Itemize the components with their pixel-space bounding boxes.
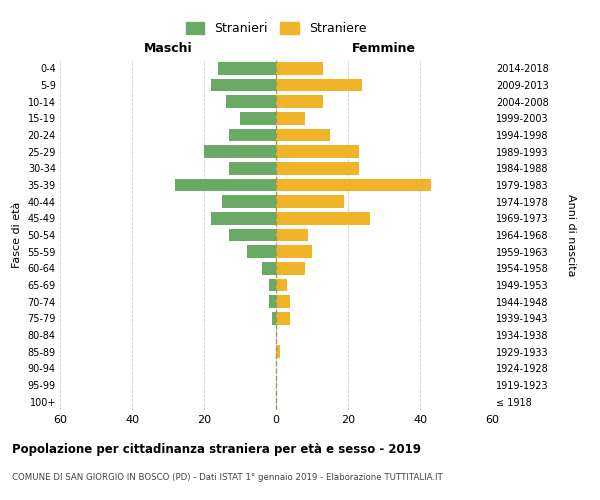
Bar [276,62,323,74]
Bar [276,296,290,308]
Bar [276,196,344,208]
Bar [276,146,359,158]
Bar [276,229,308,241]
Text: Femmine: Femmine [352,42,416,55]
Bar [276,96,323,108]
Y-axis label: Anni di nascita: Anni di nascita [566,194,575,276]
Bar [276,162,359,174]
Bar [276,312,290,324]
Bar [175,179,276,192]
Bar [240,112,276,124]
Text: Maschi: Maschi [143,42,193,55]
Bar [229,129,276,141]
Bar [222,196,276,208]
Bar [229,229,276,241]
Bar [226,96,276,108]
Bar [276,279,287,291]
Bar [218,62,276,74]
Bar [269,296,276,308]
Bar [276,212,370,224]
Bar [211,212,276,224]
Text: Popolazione per cittadinanza straniera per età e sesso - 2019: Popolazione per cittadinanza straniera p… [12,442,421,456]
Bar [276,179,431,192]
Bar [269,279,276,291]
Bar [204,146,276,158]
Bar [276,129,330,141]
Bar [272,312,276,324]
Legend: Stranieri, Straniere: Stranieri, Straniere [181,18,371,40]
Bar [276,346,280,358]
Y-axis label: Fasce di età: Fasce di età [12,202,22,268]
Bar [276,262,305,274]
Bar [276,112,305,124]
Bar [262,262,276,274]
Text: COMUNE DI SAN GIORGIO IN BOSCO (PD) - Dati ISTAT 1° gennaio 2019 - Elaborazione : COMUNE DI SAN GIORGIO IN BOSCO (PD) - Da… [12,472,443,482]
Bar [276,246,312,258]
Bar [276,79,362,92]
Bar [229,162,276,174]
Bar [247,246,276,258]
Bar [211,79,276,92]
